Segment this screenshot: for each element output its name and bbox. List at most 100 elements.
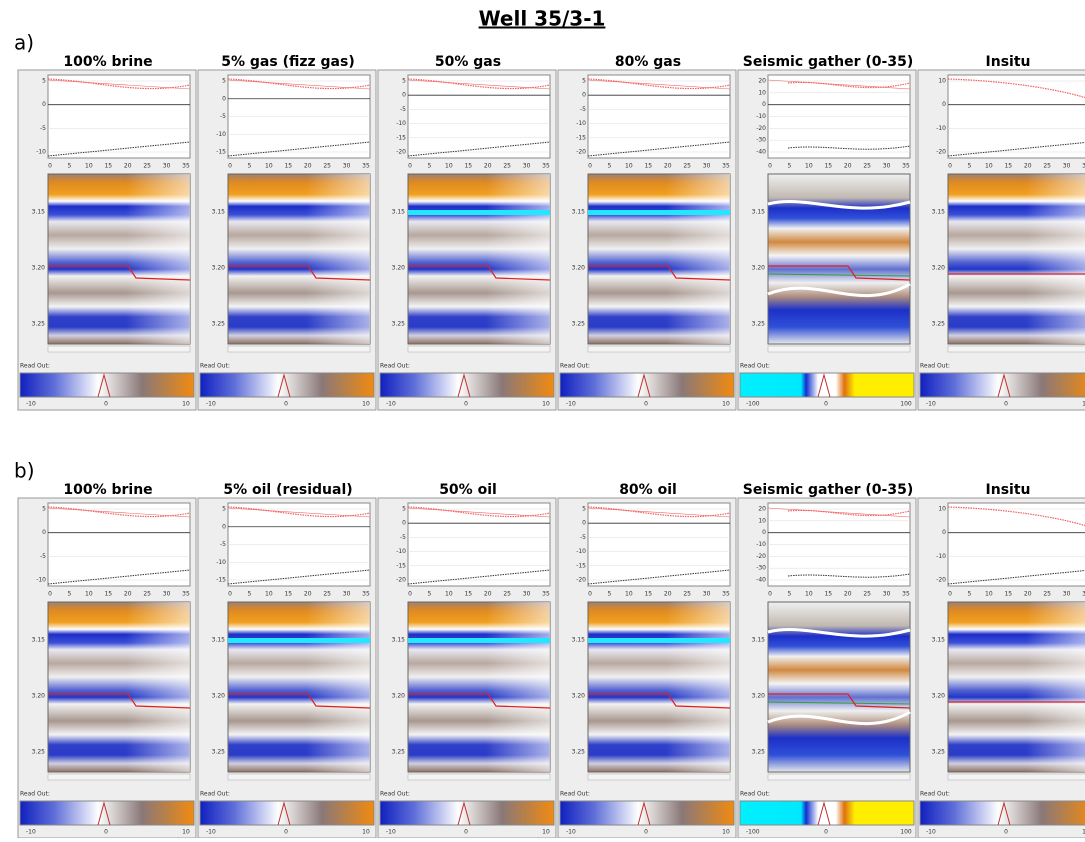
- offset-tick-label: 20: [1024, 591, 1032, 598]
- figure: Well 35/3-1 a)100% brine50-5-10051015202…: [0, 0, 1085, 838]
- offset-tick-label: 10: [985, 163, 993, 170]
- bright-band: [408, 210, 550, 215]
- amp-tick-label: -15: [216, 577, 226, 584]
- scrollbar: [768, 346, 910, 352]
- colorbar-tick-label: -10: [926, 401, 936, 408]
- offset-tick-label: 10: [625, 591, 633, 598]
- colorbar-tick-label: 0: [824, 829, 828, 836]
- offset-tick-label: 30: [343, 163, 351, 170]
- scrollbar: [948, 346, 1085, 352]
- read-out-label: Read Out:: [560, 791, 590, 798]
- offset-tick-label: 0: [948, 591, 952, 598]
- depth-tick-label: 3.25: [572, 749, 586, 756]
- amplitude-plot: [948, 503, 1085, 586]
- seismic-shade: [588, 602, 730, 772]
- amp-tick-label: -30: [756, 565, 766, 572]
- depth-tick-label: 3.25: [32, 749, 46, 756]
- amp-tick-label: 0: [222, 95, 226, 102]
- amp-tick-label: -10: [396, 120, 406, 127]
- offset-tick-label: 30: [163, 591, 171, 598]
- seismic-shade: [948, 602, 1085, 772]
- read-out-label: Read Out:: [740, 791, 770, 798]
- amp-tick-label: 0: [582, 92, 586, 99]
- offset-tick-label: 0: [768, 163, 772, 170]
- offset-tick-label: 15: [104, 591, 112, 598]
- offset-tick-label: 20: [844, 591, 852, 598]
- offset-tick-label: 5: [968, 163, 972, 170]
- amp-tick-label: -20: [576, 149, 586, 156]
- panel-title: 80% oil: [619, 482, 677, 498]
- offset-tick-label: 5: [608, 591, 612, 598]
- amp-tick-label: 5: [582, 78, 586, 85]
- depth-tick-label: 3.15: [212, 209, 226, 216]
- depth-tick-label: 3.15: [572, 209, 586, 216]
- panel-title: Insitu: [986, 54, 1031, 70]
- colorbar-tick-label: 0: [464, 829, 468, 836]
- amp-tick-label: 5: [42, 506, 46, 513]
- offset-tick-label: 10: [985, 591, 993, 598]
- amp-tick-label: -5: [580, 534, 586, 541]
- amp-tick-label: -20: [936, 577, 946, 584]
- depth-tick-label: 3.20: [932, 265, 946, 272]
- colorbar-tick-label: 10: [362, 401, 370, 408]
- depth-tick-label: 3.25: [572, 321, 586, 328]
- offset-tick-label: 25: [1043, 591, 1051, 598]
- amp-tick-label: 5: [582, 506, 586, 513]
- seismic-shade: [588, 174, 730, 344]
- offset-tick-label: 30: [703, 163, 711, 170]
- depth-tick-label: 3.15: [752, 209, 766, 216]
- amp-tick-label: 0: [42, 101, 46, 108]
- colorbar-tick-label: 0: [824, 401, 828, 408]
- read-out-label: Read Out:: [200, 791, 230, 798]
- offset-tick-label: 20: [664, 163, 672, 170]
- depth-tick-label: 3.25: [752, 321, 766, 328]
- scrollbar: [948, 774, 1085, 780]
- offset-tick-label: 20: [664, 591, 672, 598]
- colorbar-tick-label: 10: [722, 829, 730, 836]
- amp-tick-label: -20: [936, 149, 946, 156]
- amp-tick-label: -15: [396, 562, 406, 569]
- offset-tick-label: 5: [248, 591, 252, 598]
- read-out-label: Read Out:: [920, 791, 950, 798]
- colorbar-tick-label: 100: [900, 401, 912, 408]
- depth-tick-label: 3.20: [572, 265, 586, 272]
- colorbar-tick-label: -100: [746, 401, 760, 408]
- amp-tick-label: -10: [936, 553, 946, 560]
- depth-tick-label: 3.25: [932, 321, 946, 328]
- offset-tick-label: 30: [883, 591, 891, 598]
- offset-tick-label: 0: [948, 163, 952, 170]
- amp-tick-label: 20: [758, 506, 766, 513]
- panel-title: 100% brine: [63, 54, 152, 70]
- amp-tick-label: -10: [36, 149, 46, 156]
- offset-tick-label: 10: [265, 163, 273, 170]
- offset-tick-label: 25: [1043, 163, 1051, 170]
- amp-tick-label: 0: [942, 529, 946, 536]
- offset-tick-label: 0: [228, 591, 232, 598]
- colorbar-tick-label: -10: [26, 829, 36, 836]
- offset-tick-label: 15: [1004, 163, 1012, 170]
- amp-tick-label: 5: [402, 78, 406, 85]
- page: {"title": "Well 35/3-1", "offset_ticks":…: [0, 0, 1085, 838]
- offset-tick-label: 15: [284, 163, 292, 170]
- scrollbar: [588, 346, 730, 352]
- panel-title: 50% gas: [435, 54, 501, 70]
- colorbar: [920, 801, 1085, 825]
- colorbar-tick-label: -10: [26, 401, 36, 408]
- amp-tick-label: 0: [402, 520, 406, 527]
- offset-tick-label: 10: [445, 591, 453, 598]
- amplitude-plot: [948, 75, 1085, 158]
- depth-tick-label: 3.15: [32, 637, 46, 644]
- depth-tick-label: 3.15: [752, 637, 766, 644]
- offset-tick-label: 25: [323, 591, 331, 598]
- offset-tick-label: 35: [362, 591, 370, 598]
- offset-tick-label: 10: [265, 591, 273, 598]
- depth-tick-label: 3.20: [392, 265, 406, 272]
- amp-tick-label: 5: [222, 506, 226, 513]
- offset-tick-label: 10: [805, 591, 813, 598]
- colorbar-tick-label: 0: [284, 401, 288, 408]
- depth-tick-label: 3.15: [32, 209, 46, 216]
- amp-tick-label: -10: [36, 577, 46, 584]
- section-label: a): [14, 31, 34, 55]
- offset-tick-label: 20: [304, 591, 312, 598]
- amp-tick-label: 10: [938, 506, 946, 513]
